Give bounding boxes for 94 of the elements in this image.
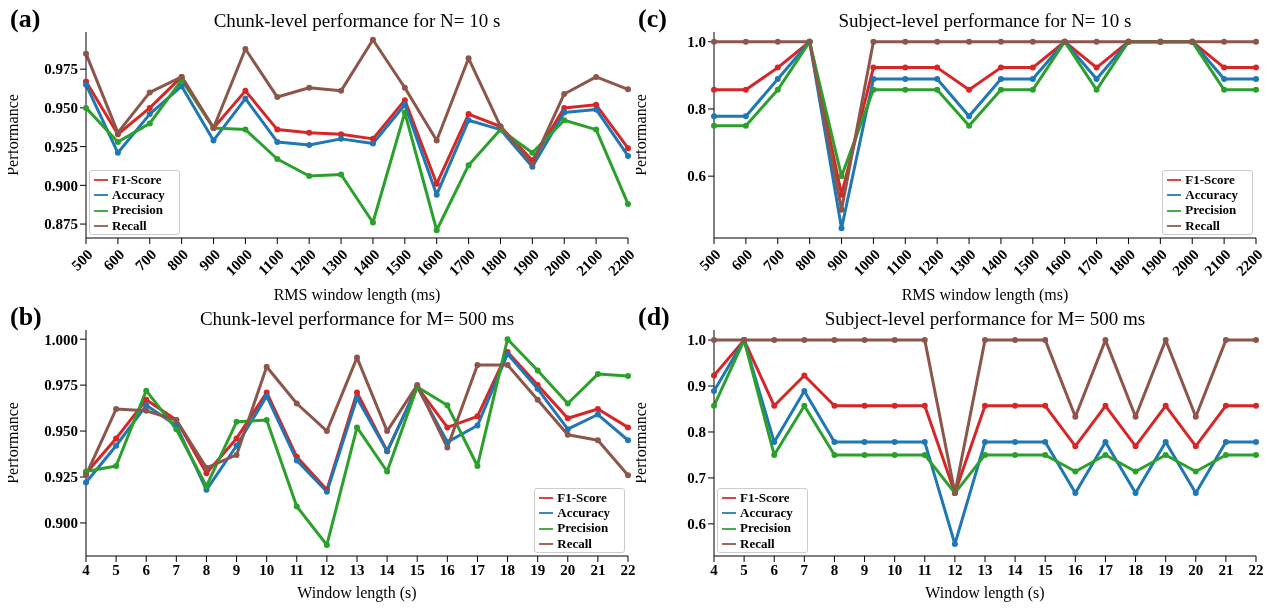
legend-label: Precision [557,520,609,536]
x-tick-label: 20 [560,561,576,578]
legend-label: Recall [557,535,592,551]
text: (c) [638,4,667,34]
x-tick-label: 500 [696,246,724,274]
x-tick-label: 12 [947,561,963,578]
y-tick-label: 0.8 [687,424,706,441]
y-tick-label: 0.9 [687,378,706,395]
x-tick-label: 14 [1007,561,1024,578]
y-tick-label: 0.6 [687,516,707,533]
x-tick-label: 700 [132,246,160,274]
legend-label: Recall [112,217,147,233]
y-tick-label: 1.0 [687,332,706,349]
legend-label: Precision [1185,202,1237,218]
x-tick-label: 22 [620,561,636,578]
x-tick-label: 16 [1067,561,1084,578]
x-tick-label: 17 [1097,561,1114,578]
x-tick-label: 13 [977,561,993,578]
x-tick-label: 800 [164,246,192,274]
y-tick-label: 0.900 [44,515,78,532]
x-tick-label: 500 [68,246,96,274]
x-tick-label: 7 [172,561,181,578]
legend-label: Accuracy [557,505,610,521]
x-tick-label: 4 [82,561,91,578]
legend-label: F1-Score [112,171,162,187]
legend-label: Accuracy [112,187,165,203]
y-tick-label: 0.8 [687,101,706,118]
x-tick-label: 15 [409,561,425,578]
x-tick-label: 700 [760,246,788,274]
x-tick-label: 19 [530,561,546,578]
y-tick-label: 0.7 [687,470,707,487]
x-tick-label: 18 [1128,561,1144,578]
x-tick-label: 600 [100,246,128,274]
legend-label: Precision [112,202,164,218]
x-tick-label: 4 [710,561,719,578]
legend-label: Accuracy [740,505,793,521]
x-tick-label: 14 [379,561,396,578]
x-tick-label: 6 [142,561,151,578]
x-tick-label: 10 [887,561,903,578]
x-tick-label: 22 [1248,561,1264,578]
y-tick-label: 0.950 [44,100,78,117]
chart-title: Subject-level performance for M= 500 ms [823,308,1147,330]
x-tick-label: 12 [319,561,335,578]
y-tick-label: 0.975 [44,61,78,78]
x-tick-label: 15 [1037,561,1053,578]
y-tick-label: 0.925 [44,138,78,155]
x-tick-label: 5 [740,561,748,578]
y-tick-label: 0.900 [44,177,78,194]
text: (d) [638,302,670,332]
x-tick-label: 21 [1218,561,1234,578]
x-axis-title: RMS window length (ms) [901,286,1069,304]
x-axis-title: RMS window length (ms) [273,286,441,304]
legend-label: F1-Score [740,489,790,505]
x-tick-label: 6 [770,561,779,578]
chart-title: Chunk-level performance for N= 10 s [212,10,502,32]
legend-label: F1-Score [1185,171,1235,187]
legend-label: F1-Score [557,489,607,505]
y-tick-label: 0.875 [44,216,78,233]
x-tick-label: 11 [289,561,304,578]
y-tick-label: 0.975 [44,377,78,394]
x-tick-label: 900 [823,246,852,274]
x-tick-label: 8 [830,561,839,578]
x-tick-label: 600 [728,246,756,274]
x-axis-title: Window length (s) [297,584,417,602]
y-tick-label: 1.0 [687,34,706,51]
x-tick-label: 19 [1158,561,1174,578]
y-tick-label: 0.6 [687,168,707,185]
x-axis-title: Window length (s) [925,584,1045,602]
y-tick-label: 0.950 [44,423,78,440]
y-tick-label: 1.000 [44,331,78,348]
x-tick-label: 9 [860,561,869,578]
x-tick-label: 9 [232,561,241,578]
x-tick-label: 11 [917,561,932,578]
x-tick-label: 18 [500,561,516,578]
chart-title: Subject-level performance for N= 10 s [837,10,1133,32]
text: (a) [10,4,41,34]
x-tick-label: 16 [439,561,456,578]
x-tick-label: 10 [259,561,275,578]
x-tick-label: 20 [1188,561,1204,578]
x-tick-label: 13 [349,561,365,578]
chart-title: Chunk-level performance for M= 500 ms [198,308,516,330]
x-tick-label: 5 [112,561,120,578]
x-tick-label: 800 [792,246,820,274]
legend-label: Recall [740,535,775,551]
text: (b) [10,302,42,332]
legend-label: Recall [1185,217,1220,233]
x-tick-label: 7 [800,561,809,578]
legend-label: Accuracy [1185,187,1238,203]
x-tick-label: 17 [469,561,486,578]
x-tick-label: 8 [202,561,211,578]
x-tick-label: 900 [195,246,224,274]
x-tick-label: 21 [590,561,606,578]
y-tick-label: 0.925 [44,469,78,486]
legend-label: Precision [740,520,792,536]
